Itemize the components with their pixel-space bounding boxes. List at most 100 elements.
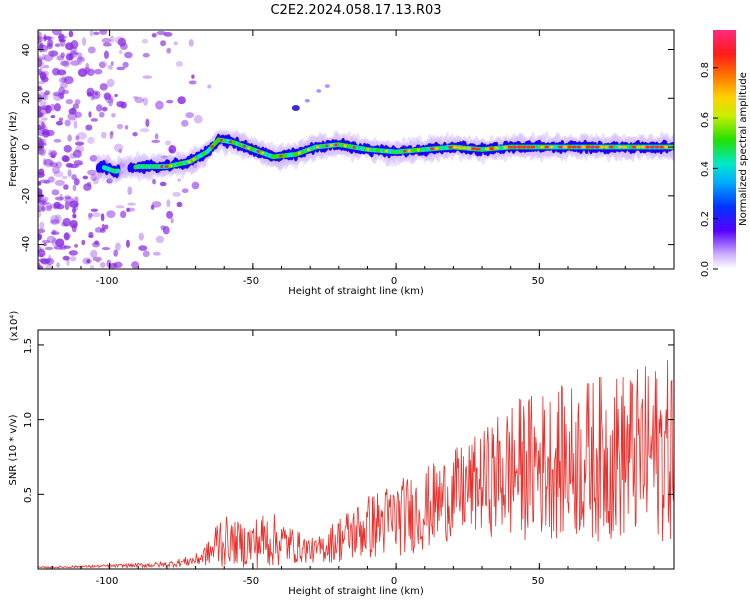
spectrogram-noise-blob bbox=[114, 93, 118, 97]
spectrogram-peak bbox=[366, 148, 370, 151]
spectrogram-noise-blob bbox=[53, 103, 61, 112]
spectrogram-noise-blob bbox=[118, 162, 123, 167]
spectrogram-noise-blob bbox=[59, 82, 69, 89]
spectrogram-noise-blob bbox=[155, 235, 165, 244]
spectrogram-noise-blob bbox=[50, 231, 60, 235]
spectrogram-noise-blob bbox=[64, 201, 70, 211]
spectrogram-noise-blob bbox=[65, 42, 74, 51]
spectrogram-noise-blob bbox=[38, 200, 46, 204]
spec-y-axis-label: Frequency (Hz) bbox=[8, 111, 19, 187]
spectrogram-noise-blob bbox=[106, 178, 113, 184]
spectrogram-noise-blob bbox=[127, 186, 133, 196]
spectrogram-noise-blob bbox=[99, 62, 106, 69]
spectrogram-noise-blob bbox=[99, 30, 108, 35]
spectrogram-noise-blob bbox=[155, 100, 164, 110]
spectrogram-noise-blob bbox=[38, 196, 41, 202]
spectrogram-noise-blob bbox=[64, 195, 72, 200]
spectrogram-halo bbox=[119, 158, 126, 179]
spectrogram-peak bbox=[512, 145, 517, 149]
snr-y-axis-label: SNR (10 * v/v) bbox=[8, 414, 19, 485]
spectrogram-noise-blob bbox=[68, 250, 78, 256]
spectrogram-noise-blob bbox=[110, 61, 114, 66]
spectrogram-peak bbox=[434, 147, 439, 150]
spectrogram-noise-blob bbox=[159, 181, 167, 187]
spectrogram-noise-blob bbox=[43, 242, 47, 247]
spectrogram-noise-blob bbox=[192, 164, 198, 169]
spectrogram-noise-blob bbox=[115, 205, 125, 209]
spectrogram-noise-blob bbox=[127, 202, 136, 206]
spectrogram-noise-blob bbox=[177, 96, 186, 105]
spectrogram-noise-blob bbox=[38, 171, 45, 178]
spectrogram-noise-blob bbox=[61, 154, 70, 162]
spec-ytick-label-3: 20 bbox=[21, 92, 32, 105]
spectrogram-noise-blob bbox=[71, 106, 76, 112]
spectrogram-noise-blob bbox=[168, 144, 177, 154]
spectrogram-noise-blob bbox=[38, 147, 43, 151]
spectrogram-peak bbox=[595, 145, 600, 149]
spectrogram-noise-blob bbox=[62, 255, 70, 261]
spectrogram-noise-blob bbox=[77, 132, 87, 140]
spectrogram-noise-blob bbox=[94, 240, 99, 245]
colorbar-tick-label-0: 0.0 bbox=[700, 261, 711, 277]
spectrogram-noise-blob bbox=[98, 111, 105, 118]
spectrogram-noise-blob bbox=[38, 233, 42, 241]
spectrogram-noise-blob bbox=[68, 200, 79, 208]
spec-xtick-label-2: 0 bbox=[391, 276, 397, 287]
spectrogram-noise-blob bbox=[138, 245, 148, 251]
snr-frame bbox=[37, 329, 675, 570]
spectrogram-noise-blob bbox=[56, 262, 60, 268]
spectrogram-noise-blob bbox=[111, 113, 116, 118]
colorbar: 0.0 0.2 0.4 0.6 0.8 Normalized spectral … bbox=[700, 30, 749, 277]
spectrogram-noise-blob bbox=[72, 207, 76, 214]
snr-ticks bbox=[38, 330, 674, 569]
spectrogram-noise-blob bbox=[119, 49, 123, 55]
spectrogram-noise-blob bbox=[99, 228, 106, 233]
spectrogram-noise-blob bbox=[41, 131, 50, 135]
spectrogram-noise-blob bbox=[60, 52, 65, 58]
spectrogram-noise-blob bbox=[152, 178, 156, 185]
spectrogram-noise-blob bbox=[166, 199, 171, 208]
spectrogram-noise-blob bbox=[38, 105, 42, 113]
spectrogram-noise-blob bbox=[43, 64, 50, 69]
spectrogram-frame bbox=[37, 29, 675, 270]
snr-ytick-label-1: 1.0 bbox=[23, 412, 34, 428]
colorbar-tick-label-2: 0.4 bbox=[700, 161, 711, 177]
spectrogram-noise-blob bbox=[87, 46, 96, 54]
snr-ytick-label-2: 1.5 bbox=[23, 338, 34, 354]
spectrogram-noise-blob bbox=[109, 35, 115, 43]
spectrogram-noise-blob bbox=[181, 119, 189, 127]
spectrogram-noise-blob bbox=[51, 189, 60, 196]
spectrogram-noise-blob bbox=[166, 210, 174, 219]
spectrogram-noise-blob bbox=[101, 37, 112, 44]
spectrogram-noise-blob bbox=[74, 111, 82, 118]
spectrogram-halo bbox=[124, 155, 131, 179]
spec-ytick-label-2: 0 bbox=[21, 144, 32, 150]
spectrogram-noise-blob bbox=[72, 213, 77, 219]
spectrogram-noise-blob bbox=[67, 134, 72, 142]
snr-panel: -100 -50 0 50 0.5 1.0 1.5 (x10⁴) Height … bbox=[8, 311, 675, 597]
spectrogram-noise-blob bbox=[107, 64, 113, 70]
spectrogram-noise-blob bbox=[54, 214, 62, 223]
spectrogram-peak bbox=[540, 145, 545, 149]
spectrogram-noise-blob bbox=[44, 158, 54, 168]
spectrogram-noise-blob bbox=[109, 131, 114, 140]
colorbar-gradient bbox=[713, 30, 736, 269]
spectrogram-noise-blob bbox=[38, 209, 42, 218]
spectrogram-noise-blob bbox=[55, 120, 63, 126]
spectrogram-peak bbox=[485, 147, 490, 151]
spectrogram-noise-blob bbox=[83, 183, 92, 191]
spectrogram-noise-blob bbox=[188, 80, 197, 85]
spectrogram-peak bbox=[316, 145, 320, 149]
spectrogram-noise-blob bbox=[191, 181, 200, 190]
spectrogram-peak bbox=[521, 145, 527, 149]
spectrogram-noise-blob bbox=[116, 66, 126, 71]
spectrogram-noise-blob bbox=[92, 177, 99, 185]
spectrogram-noise-blob bbox=[156, 30, 167, 36]
snr-xtick-label-0: -100 bbox=[96, 576, 119, 587]
spectrogram-noise-blob bbox=[145, 118, 150, 128]
spectrogram-noise-blob bbox=[126, 239, 130, 248]
spectrogram-peak bbox=[352, 145, 356, 149]
spectrogram-noise-blob bbox=[60, 60, 69, 66]
spectrogram-noise-blob bbox=[65, 98, 74, 105]
spectrogram-peak bbox=[562, 145, 568, 149]
